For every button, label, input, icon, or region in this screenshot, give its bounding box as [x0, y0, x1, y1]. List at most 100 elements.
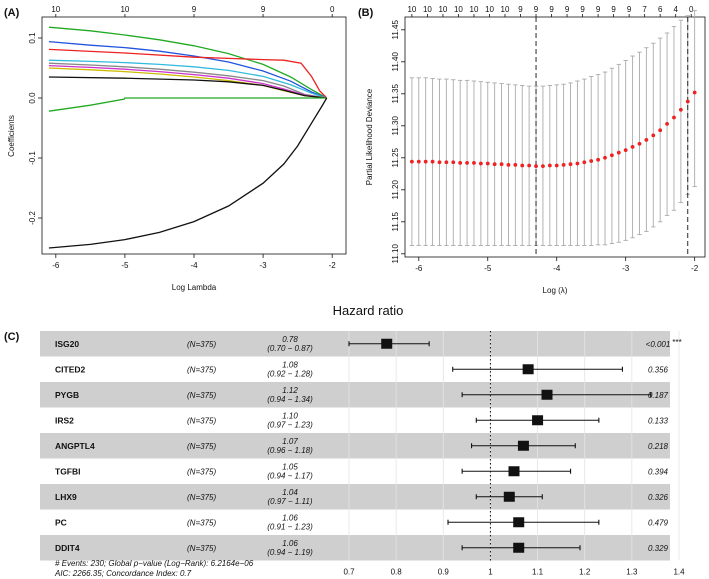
gene-label: DDIT4 — [55, 543, 80, 553]
coef-line-green-upper — [48, 26, 328, 99]
top-tick-label: 9 — [565, 5, 570, 14]
deviance-point — [472, 161, 476, 165]
hazard-ratio-value: 1.05 — [282, 462, 298, 471]
x-tick-label: -5 — [484, 264, 492, 273]
plot-frame — [41, 16, 347, 255]
deviance-point — [561, 162, 566, 167]
deviance-point — [658, 128, 663, 133]
top-tick-label: 0 — [330, 5, 335, 14]
deviance-point — [423, 159, 428, 164]
footnote-events: # Events: 230; Global p−value (Log−Rank)… — [55, 559, 254, 568]
deviance-point — [685, 99, 690, 104]
gene-label: ISG20 — [55, 339, 79, 349]
y-tick-label: 11.35 — [391, 84, 400, 104]
top-tick-label: 10 — [51, 5, 60, 14]
hazard-ratio-value: 1.06 — [282, 539, 298, 548]
forest-row: IRS2 (N=375) 1.10(0.97 − 1.23) 0.133 — [55, 411, 669, 429]
hazard-ratio-value: 1.07 — [282, 437, 298, 446]
forest-row: LHX9 (N=375) 1.04(0.97 − 1.11) 0.326 — [55, 488, 669, 506]
deviance-point — [541, 164, 545, 169]
row-band — [40, 484, 670, 510]
x-tick-label: -4 — [553, 264, 561, 273]
x-tick-label: -6 — [52, 261, 60, 270]
gene-label: ANGPTL4 — [55, 441, 95, 451]
top-tick-label: 10 — [501, 5, 510, 14]
confidence-interval: (0.70 − 0.87) — [267, 344, 313, 353]
sample-size: (N=375) — [187, 467, 216, 476]
hazard-ratio-marker — [513, 542, 525, 553]
confidence-interval: (0.94 − 1.17) — [267, 471, 313, 480]
cross-validation-plot: Log (λ) Partial Likelihood Deviance -6 -5… — [365, 5, 706, 295]
top-tick-label: 9 — [518, 5, 523, 14]
gene-label: PC — [55, 517, 67, 527]
deviance-point — [499, 162, 504, 167]
top-tick-label: 10 — [120, 5, 129, 14]
top-tick-label: 10 — [438, 5, 447, 14]
top-tick-label: 9 — [534, 5, 539, 14]
deviance-point — [630, 145, 635, 149]
deviance-point — [582, 160, 587, 165]
deviance-point — [603, 155, 607, 160]
coef-line-cyan — [48, 59, 327, 99]
confidence-interval: (0.94 − 1.34) — [267, 395, 313, 404]
p-value: 0.329 — [648, 544, 669, 553]
y-tick-label: 11.40 — [391, 52, 400, 72]
top-tick-label: 9 — [261, 5, 266, 14]
hazard-ratio-marker — [522, 364, 534, 375]
footnote-aic: AIC: 2266.35; Concordance Index: 0.7 — [54, 569, 192, 578]
x-tick-label: -2 — [691, 264, 699, 273]
coef-line-black-lower — [48, 97, 328, 249]
top-tick-label: 9 — [596, 5, 601, 14]
gene-label: LHX9 — [55, 492, 77, 502]
forest-row: PYGB (N=375) 1.12(0.94 − 1.34) 0.187 — [55, 386, 669, 404]
deviance-point — [485, 161, 490, 166]
deviance-point — [458, 161, 463, 165]
coef-line-magenta — [48, 64, 327, 99]
deviance-point — [665, 121, 669, 126]
deviance-point — [637, 141, 642, 146]
top-tick-label: 9 — [580, 5, 585, 14]
y-tick-label: 11.30 — [391, 116, 400, 136]
forest-row: ISG20 (N=375) 0.78(0.70 − 0.87) <0.001 *** — [55, 335, 682, 353]
y-tick-label: 11.10 — [391, 244, 400, 264]
deviance-point — [623, 148, 628, 153]
x-tick-label: -5 — [121, 261, 129, 270]
coef-line-red — [48, 48, 328, 99]
hazard-ratio-value: 0.78 — [282, 335, 298, 344]
deviance-point — [692, 90, 697, 95]
hazard-ratio-value: 1.04 — [282, 488, 298, 497]
significance-stars: *** — [672, 338, 682, 347]
p-value: 0.479 — [648, 518, 669, 527]
hazard-ratio-marker — [541, 389, 553, 400]
confidence-interval: (0.91 − 1.23) — [267, 522, 313, 531]
deviance-point — [589, 159, 594, 163]
top-tick-label: 10 — [454, 5, 463, 14]
deviance-point — [492, 162, 497, 167]
x-axis-label: Log (λ) — [543, 286, 568, 295]
hazard-ratio-marker — [508, 466, 520, 477]
x-axis-label: Log Lambda — [172, 283, 217, 292]
x-tick-label: 1 — [488, 568, 493, 577]
x-tick-label: 1.4 — [673, 568, 685, 577]
p-value: 0.133 — [648, 416, 669, 425]
deviance-point — [409, 159, 414, 164]
deviance-point — [451, 160, 456, 165]
top-tick-label: 10 — [485, 5, 494, 14]
panel-label-b: (B) — [358, 7, 374, 19]
deviance-point — [478, 161, 483, 166]
deviance-point — [506, 162, 511, 167]
forest-row: ANGPTL4 (N=375) 1.07(0.96 − 1.18) 0.218 — [55, 437, 669, 455]
deviance-point — [678, 107, 683, 112]
deviance-point — [616, 150, 621, 155]
hazard-ratio-value: 1.06 — [282, 513, 298, 522]
deviance-point — [513, 162, 518, 167]
deviance-point — [520, 163, 525, 168]
hazard-ratio-marker — [503, 491, 515, 502]
x-tick-label: -2 — [329, 261, 337, 270]
top-tick-label: 9 — [549, 5, 554, 14]
top-tick-label: 9 — [627, 5, 632, 14]
y-axis-label: Coefficients — [7, 115, 16, 157]
sample-size: (N=375) — [187, 544, 216, 553]
sample-size: (N=375) — [187, 365, 216, 374]
y-tick-label: -0.1 — [28, 151, 37, 165]
